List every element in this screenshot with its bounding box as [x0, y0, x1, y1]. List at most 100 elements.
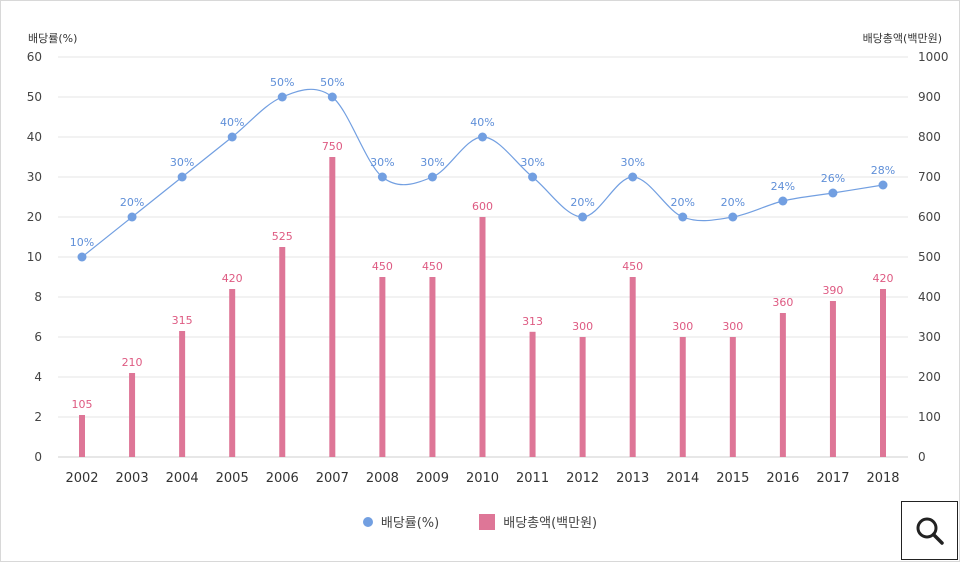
bar-label: 450 — [422, 260, 443, 273]
x-tick-label: 2003 — [116, 471, 149, 486]
right-tick-label: 700 — [918, 170, 941, 184]
left-tick-label: 4 — [34, 370, 42, 384]
rate-label: 24% — [771, 180, 795, 193]
bar-label: 750 — [322, 140, 343, 153]
left-tick-label: 8 — [34, 290, 42, 304]
chart-legend: 배당률(%) 배당총액(백만원) — [0, 512, 960, 531]
legend-item-rate[interactable]: 배당률(%) — [362, 512, 440, 531]
bar — [229, 289, 236, 457]
rate-point — [678, 212, 688, 222]
x-tick-label: 2013 — [616, 471, 649, 486]
rate-label: 28% — [871, 164, 895, 177]
bar-label: 313 — [522, 315, 543, 328]
bar-label: 105 — [72, 398, 93, 411]
rate-label: 30% — [420, 156, 444, 169]
bar — [179, 331, 186, 457]
bar — [79, 415, 85, 457]
legend-rate-label: 배당률(%) — [380, 516, 440, 531]
x-tick-label: 2016 — [766, 471, 799, 486]
magnifier-icon — [916, 517, 944, 545]
bar-label: 300 — [672, 320, 693, 333]
rate-label: 50% — [320, 76, 344, 89]
rate-label: 20% — [721, 196, 745, 209]
rate-label: 30% — [620, 156, 644, 169]
bar — [829, 301, 836, 457]
bar — [279, 247, 286, 457]
x-tick-label: 2009 — [416, 471, 449, 486]
left-tick-label: 6 — [34, 330, 42, 344]
x-tick-label: 2004 — [166, 471, 199, 486]
left-tick-label: 40 — [27, 130, 42, 144]
bar — [579, 337, 586, 457]
zoom-button[interactable] — [901, 501, 958, 560]
rate-point — [728, 212, 738, 222]
legend-item-total[interactable]: 배당총액(백만원) — [479, 512, 597, 531]
rate-label: 20% — [120, 196, 144, 209]
rate-label: 30% — [370, 156, 394, 169]
total-swatch-icon — [479, 513, 496, 530]
left-tick-label: 0 — [34, 450, 42, 464]
bar-label: 390 — [822, 284, 843, 297]
left-tick-label: 50 — [27, 90, 42, 104]
rate-point — [427, 172, 437, 182]
bar-label: 360 — [772, 296, 793, 309]
left-axis-title: 배당률(%) — [28, 32, 77, 45]
bar-label: 450 — [622, 260, 643, 273]
bar — [129, 373, 136, 457]
rate-point — [127, 212, 137, 222]
right-tick-label: 500 — [918, 250, 941, 264]
bar — [329, 157, 336, 457]
x-tick-label: 2007 — [316, 471, 349, 486]
rate-label: 30% — [520, 156, 544, 169]
rate-swatch-icon — [362, 516, 373, 527]
left-tick-label: 20 — [27, 210, 42, 224]
x-tick-label: 2018 — [866, 471, 899, 486]
bar — [429, 277, 436, 457]
rate-label: 20% — [570, 196, 594, 209]
x-tick-label: 2008 — [366, 471, 399, 486]
rate-point — [227, 132, 237, 142]
bar-label: 420 — [873, 272, 894, 285]
rate-label: 26% — [821, 172, 845, 185]
bar — [479, 217, 486, 457]
right-tick-label: 300 — [918, 330, 941, 344]
bar-label: 210 — [122, 356, 143, 369]
rate-point — [277, 92, 287, 102]
bar-label: 450 — [372, 260, 393, 273]
x-tick-label: 2010 — [466, 471, 499, 486]
bar-label: 420 — [222, 272, 243, 285]
rate-label: 30% — [170, 156, 194, 169]
left-tick-label: 10 — [27, 250, 42, 264]
left-tick-label: 30 — [27, 170, 42, 184]
bar — [629, 277, 636, 457]
rate-point — [628, 172, 638, 182]
bar-label: 600 — [472, 200, 493, 213]
left-tick-label: 60 — [27, 50, 42, 64]
bar-label: 300 — [722, 320, 743, 333]
right-axis-title: 배당총액(백만원) — [863, 32, 942, 45]
rate-label: 50% — [270, 76, 294, 89]
right-tick-label: 0 — [918, 450, 926, 464]
x-tick-label: 2015 — [716, 471, 749, 486]
rate-point — [377, 172, 387, 182]
right-tick-label: 200 — [918, 370, 941, 384]
rate-label: 40% — [220, 116, 244, 129]
right-tick-label: 600 — [918, 210, 941, 224]
rate-point — [478, 132, 487, 142]
x-tick-label: 2005 — [216, 471, 249, 486]
rate-point — [778, 196, 788, 206]
right-tick-label: 400 — [918, 290, 941, 304]
right-tick-label: 1000 — [918, 50, 949, 64]
rate-point — [828, 188, 838, 198]
bar-label: 300 — [572, 320, 593, 333]
bar — [779, 313, 786, 457]
bar-label: 525 — [272, 230, 293, 243]
legend-total-label: 배당총액(백만원) — [503, 516, 598, 531]
x-tick-label: 2011 — [516, 471, 549, 486]
rate-point — [327, 92, 337, 102]
x-tick-label: 2017 — [816, 471, 849, 486]
rate-point — [878, 180, 888, 190]
rate-label: 10% — [70, 236, 94, 249]
rate-point — [77, 252, 87, 262]
